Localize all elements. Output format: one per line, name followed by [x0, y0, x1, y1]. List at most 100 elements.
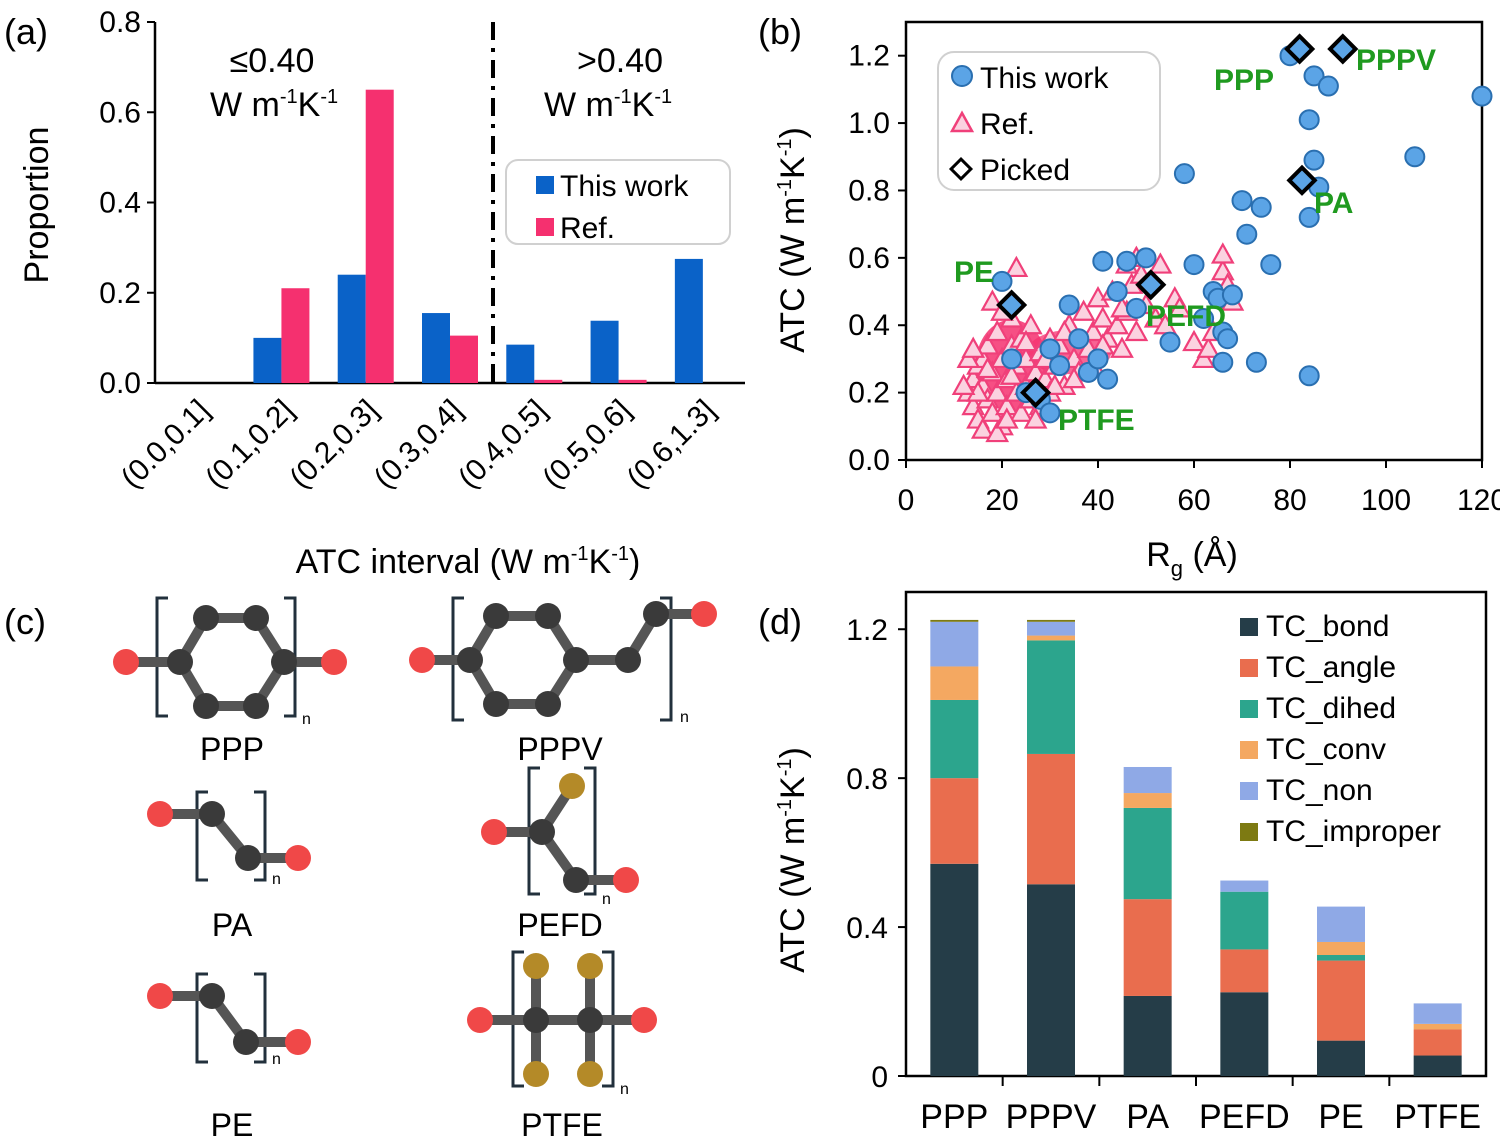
panel-b-y-tick-label: 1.2: [848, 40, 890, 73]
panel-d-x-tick-label: PA: [1126, 1098, 1169, 1136]
panel-b-ref-point: [985, 380, 1010, 402]
molecule-pe-label: PE: [211, 1107, 254, 1143]
panel-b-x-tick-label: 100: [1361, 484, 1411, 517]
panel-b-legend-picked: Picked: [980, 154, 1070, 187]
panel-b-legend: [937, 51, 1161, 191]
panel-b-x-tick-label: 80: [1273, 484, 1306, 517]
panel-a-legend-this-work-swatch: [536, 176, 554, 194]
panel-d-bar-tc-angle: [1413, 1029, 1462, 1056]
panel-d-legend-swatch: [1240, 659, 1258, 677]
panel-label-c: (c): [4, 601, 46, 642]
panel-a-legend-ref: Ref.: [560, 212, 615, 245]
panel-a-bar-this-work: [590, 320, 619, 383]
panel-d-x-tick-label: PE: [1318, 1098, 1363, 1136]
panel-a-bar-this-work: [674, 258, 703, 383]
panel-b-this-work-point: [1087, 348, 1109, 370]
panel-b-y-tick-label: 0.4: [848, 309, 890, 342]
panel-b-x-tick-label: 0: [898, 484, 915, 517]
panel-b-this-work-point: [1135, 247, 1157, 269]
panel-d-y-tick-label: 0: [871, 1061, 888, 1094]
panel-d-y-tick-label: 1.2: [846, 614, 888, 647]
panel-a-x-tick-label: (0.2,0.3]: [283, 394, 384, 495]
panel-d-bar-tc-angle: [1220, 949, 1269, 993]
panel-b-y-tick-label: 0.2: [848, 377, 890, 410]
panel-d-legend-swatch: [1240, 782, 1258, 800]
panel-b-this-work-point: [1039, 402, 1061, 424]
panel-label-d: (d): [758, 601, 802, 642]
panel-b-this-work-point: [991, 270, 1013, 292]
panel-b-ref-point: [1071, 299, 1096, 321]
panel-d-bar-tc-conv: [1413, 1023, 1462, 1030]
panel-a-y-tick-label: 0.4: [99, 187, 141, 220]
panel-a-x-label: ATC interval (W m-1K-1): [296, 543, 641, 581]
panel-b-this-work-point: [1173, 163, 1195, 185]
panel-b-this-work-point: [1116, 250, 1138, 272]
panel-b-ref-point: [1023, 407, 1048, 429]
panel-c-molecules: n PPP n PPPV: [113, 596, 717, 1143]
panel-b-ref-point: [1148, 252, 1173, 274]
panel-b-ref-point: [1210, 242, 1235, 264]
panel-a-bar-this-work: [337, 274, 366, 383]
panel-d-bar-tc-improper: [1027, 619, 1075, 622]
panel-b-ref-point: [1110, 336, 1134, 358]
panel-d-legend-swatch: [1240, 618, 1258, 636]
panel-b-x-tick-label: 120: [1457, 484, 1500, 517]
panel-d-y-tick-label: 0.4: [846, 912, 888, 945]
panel-d-bar-tc-bond: [1027, 884, 1075, 1076]
panel-b-y-tick-label: 0.6: [848, 242, 890, 275]
panel-d-x-tick-label: PPPV: [1006, 1098, 1097, 1136]
panel-a-chart: 0.0 0.2 0.4 0.6 0.8 (0.0,0.1](0.1,0.2](0.2,0…: [18, 6, 745, 581]
panel-d-x-tick-label: PPP: [920, 1098, 988, 1136]
panel-b-ref-point: [961, 336, 986, 358]
panel-b-ref-point: [985, 319, 1010, 342]
panel-a-left-region-unit: W m-1K-1: [210, 86, 338, 124]
panel-b-this-work-point: [1217, 328, 1239, 350]
molecule-pppv-label: PPPV: [517, 731, 603, 767]
label-ppp: PPP: [1214, 64, 1274, 97]
panel-b-ref-point: [1018, 312, 1043, 335]
molecule-ptfe: n PTFE: [467, 950, 657, 1143]
panel-d-bar-tc-angle: [1317, 960, 1365, 1041]
panel-d-bar-tc-conv: [1027, 635, 1075, 641]
panel-d-legend-label: TC_improper: [1266, 815, 1441, 848]
panel-b-legend-ref: Ref.: [980, 108, 1035, 141]
panel-b-ref-point: [1004, 255, 1029, 278]
panel-a-x-tick-label: (0.1,0.2]: [199, 394, 300, 495]
svg-text:n: n: [620, 1081, 629, 1098]
panel-d-y-tick-label: 0.8: [846, 763, 888, 796]
panel-b-ref-point: [1182, 329, 1206, 352]
panel-b-this-work-point: [1471, 85, 1493, 107]
panel-b-ref-point: [1191, 346, 1216, 369]
panel-d-bar-tc-non: [1317, 906, 1365, 942]
svg-text:n: n: [602, 891, 611, 908]
panel-b-ref-point: [1090, 306, 1115, 328]
panel-d-bar-tc-improper: [930, 619, 979, 622]
panel-b-ref-point: [1009, 400, 1034, 422]
panel-d-legend-label: TC_non: [1266, 774, 1373, 807]
panel-b-y-tick-label: 1.0: [848, 107, 890, 140]
panel-a-bar-ref: [534, 379, 563, 383]
svg-text:n: n: [272, 871, 281, 888]
panel-a-y-label: Proportion: [18, 127, 56, 284]
panel-d-x-tick-label: PEFD: [1199, 1098, 1290, 1136]
panel-b-picked-point: [1020, 377, 1052, 409]
panel-d-bar-tc-non: [1027, 621, 1075, 636]
panel-d-bar-tc-angle: [930, 778, 979, 864]
panel-b-legend-picked-marker: [948, 156, 974, 182]
panel-b-y-label: ATC (W m-1K-1): [774, 127, 812, 353]
panel-d-x-tick-label: PTFE: [1394, 1098, 1481, 1136]
panel-b-this-work-point: [1317, 75, 1339, 97]
label-pe: PE: [954, 256, 994, 289]
panel-a-right-region-unit: W m-1K-1: [544, 86, 672, 124]
svg-text:n: n: [302, 711, 311, 728]
panel-b-this-work-point: [1106, 281, 1128, 303]
panel-d-bar-tc-conv: [930, 666, 979, 700]
panel-label-b: (b): [758, 11, 802, 52]
panel-b-this-work-point: [1212, 351, 1234, 373]
panel-b-this-work-point: [1404, 146, 1426, 168]
panel-b-ref-point: [975, 356, 1000, 379]
panel-b-chart: 0 20 40 60 80 100 120 0.0 0.2 0.4 0.6 0.8 1.0 1.2 Thi…: [774, 20, 1500, 581]
panel-b-picked-point: [1286, 164, 1318, 196]
molecule-pe: n PE: [147, 972, 311, 1143]
panel-d-chart: 0 0.4 0.8 1.2 PPP PPPV PA PEFD PE PTFE TC_bond TC…: [774, 590, 1488, 1136]
